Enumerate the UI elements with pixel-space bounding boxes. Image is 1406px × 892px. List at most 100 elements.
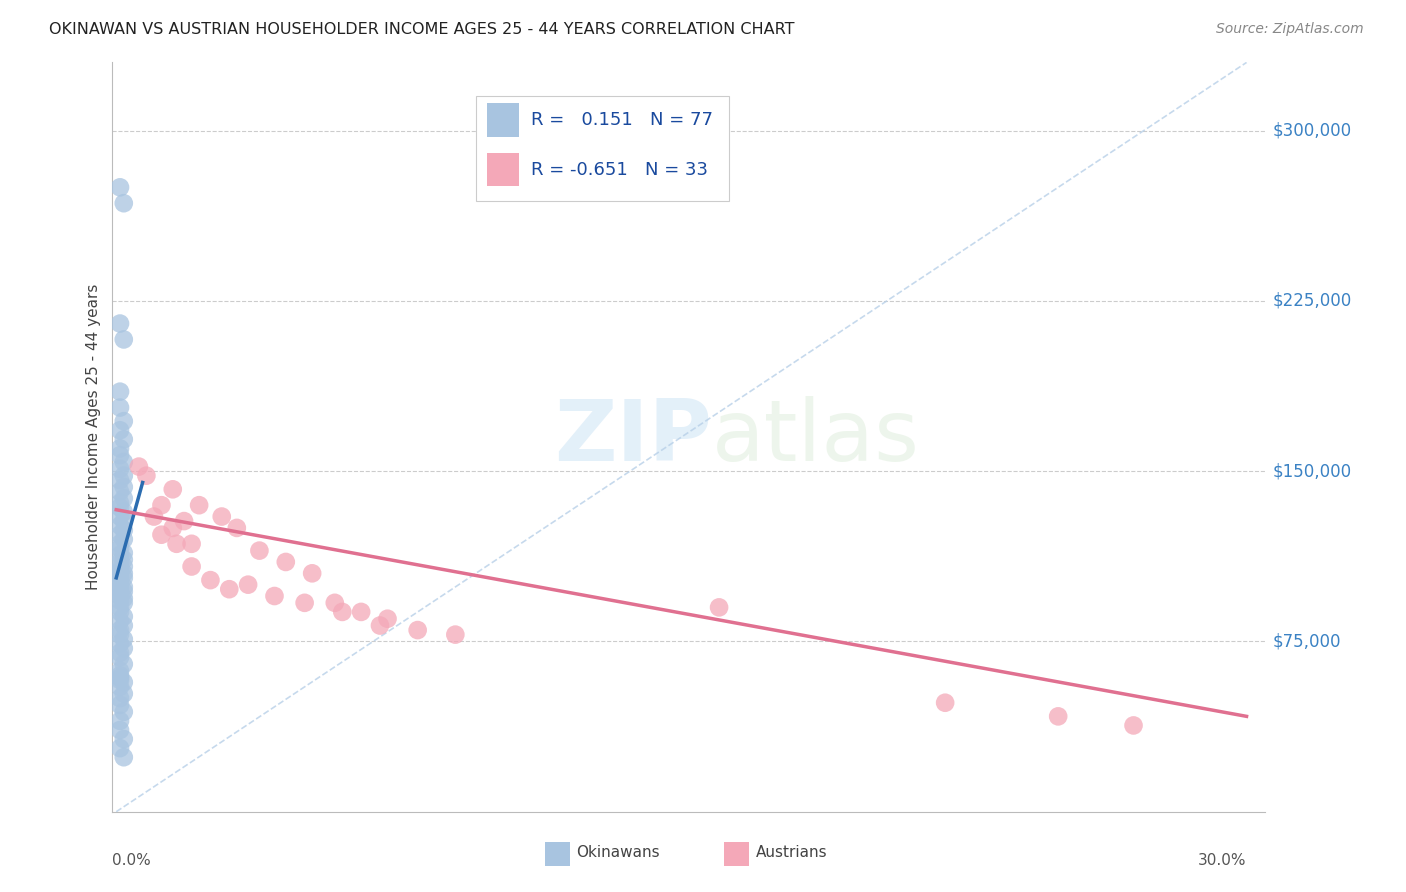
- Text: $300,000: $300,000: [1272, 121, 1353, 139]
- Point: [108, 384, 131, 399]
- Point: [108, 605, 131, 619]
- Point: [162, 483, 184, 497]
- Point: [112, 468, 135, 483]
- Point: [112, 632, 135, 647]
- Point: [112, 591, 135, 606]
- Text: atlas: atlas: [711, 395, 920, 479]
- Point: [112, 546, 135, 560]
- FancyBboxPatch shape: [475, 96, 730, 201]
- Point: [108, 496, 131, 510]
- Point: [112, 618, 135, 632]
- Point: [108, 664, 131, 678]
- Point: [108, 650, 131, 665]
- Point: [108, 668, 131, 682]
- Point: [108, 723, 131, 737]
- Text: ZIP: ZIP: [554, 395, 711, 479]
- Point: [142, 509, 165, 524]
- Point: [108, 568, 131, 582]
- Text: R = -0.651   N = 33: R = -0.651 N = 33: [531, 161, 709, 178]
- Text: 30.0%: 30.0%: [1198, 853, 1247, 868]
- Point: [108, 518, 131, 533]
- Point: [108, 587, 131, 601]
- Point: [112, 675, 135, 690]
- Point: [323, 596, 346, 610]
- Point: [108, 680, 131, 694]
- Point: [112, 687, 135, 701]
- FancyBboxPatch shape: [488, 103, 519, 137]
- Point: [294, 596, 316, 610]
- Point: [108, 671, 131, 685]
- Point: [108, 317, 131, 331]
- Point: [162, 521, 184, 535]
- Point: [108, 442, 131, 456]
- Point: [112, 433, 135, 447]
- FancyBboxPatch shape: [724, 842, 749, 866]
- Point: [108, 623, 131, 637]
- Point: [188, 498, 211, 512]
- Point: [218, 582, 240, 597]
- Text: Austrians: Austrians: [756, 846, 828, 861]
- Point: [108, 698, 131, 712]
- Point: [128, 459, 150, 474]
- Point: [108, 627, 131, 641]
- Point: [112, 491, 135, 506]
- Point: [112, 609, 135, 624]
- Point: [406, 623, 429, 637]
- Point: [200, 573, 222, 587]
- Point: [249, 543, 271, 558]
- Point: [108, 462, 131, 476]
- Point: [112, 566, 135, 581]
- Point: [108, 577, 131, 591]
- Point: [135, 468, 157, 483]
- Point: [108, 600, 131, 615]
- Y-axis label: Householder Income Ages 25 - 44 years: Householder Income Ages 25 - 44 years: [86, 284, 101, 591]
- Text: 0.0%: 0.0%: [112, 853, 152, 868]
- Point: [180, 559, 202, 574]
- Point: [166, 537, 188, 551]
- Point: [108, 562, 131, 576]
- Point: [108, 484, 131, 499]
- Text: Source: ZipAtlas.com: Source: ZipAtlas.com: [1216, 22, 1364, 37]
- Point: [444, 627, 467, 641]
- Point: [108, 614, 131, 628]
- Text: $150,000: $150,000: [1272, 462, 1353, 480]
- Point: [112, 732, 135, 747]
- Text: Okinawans: Okinawans: [576, 846, 659, 861]
- Point: [1122, 718, 1144, 732]
- Point: [263, 589, 285, 603]
- Point: [108, 593, 131, 607]
- Point: [112, 480, 135, 494]
- Point: [108, 541, 131, 556]
- Point: [112, 559, 135, 574]
- Point: [274, 555, 297, 569]
- Point: [108, 473, 131, 487]
- Point: [225, 521, 247, 535]
- Point: [108, 448, 131, 462]
- Point: [112, 584, 135, 599]
- Text: $75,000: $75,000: [1272, 632, 1341, 650]
- Point: [108, 423, 131, 437]
- Point: [112, 333, 135, 347]
- Point: [173, 514, 195, 528]
- Point: [112, 414, 135, 428]
- Point: [211, 509, 233, 524]
- Point: [108, 401, 131, 415]
- Point: [108, 741, 131, 756]
- Point: [150, 498, 173, 512]
- Point: [108, 582, 131, 597]
- Point: [236, 577, 259, 591]
- Point: [108, 673, 131, 687]
- Point: [108, 714, 131, 728]
- Point: [112, 705, 135, 719]
- Point: [350, 605, 373, 619]
- Point: [108, 500, 131, 515]
- Point: [108, 180, 131, 194]
- Text: $225,000: $225,000: [1272, 292, 1353, 310]
- Point: [108, 564, 131, 578]
- Point: [112, 552, 135, 566]
- Point: [112, 505, 135, 519]
- Point: [150, 527, 173, 541]
- FancyBboxPatch shape: [488, 153, 519, 186]
- FancyBboxPatch shape: [546, 842, 571, 866]
- Point: [180, 537, 202, 551]
